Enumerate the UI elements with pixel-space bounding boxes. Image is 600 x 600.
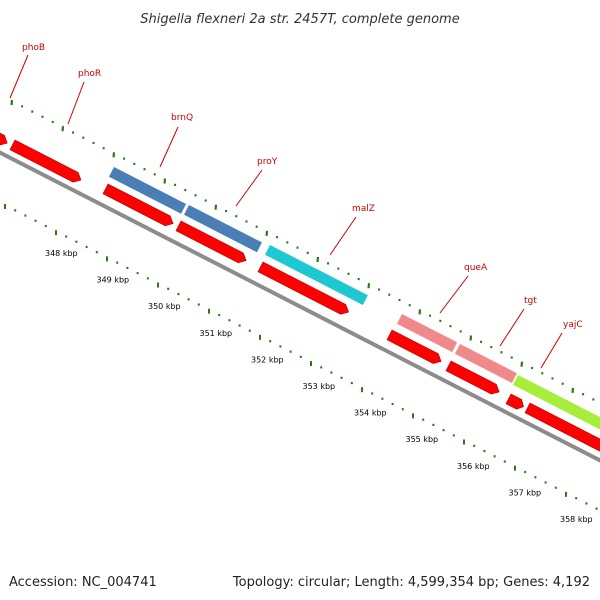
kbp-label: 350 kbp [148,302,181,311]
genome-backbone [0,150,600,463]
gene-label-tgt: tgt [524,296,537,306]
kbp-label: 354 kbp [354,409,387,418]
kbp-label: 351 kbp [200,329,233,338]
feature-proY [183,205,262,253]
kbp-label: 357 kbp [509,488,542,497]
kbp-label: 349 kbp [97,276,130,285]
feature-track [108,167,600,431]
gene-label-leader [159,126,179,168]
kbp-label: 352 kbp [251,355,284,364]
gene-label-queA: queA [464,263,488,273]
genome-summary: Topology: circular; Length: 4,599,354 bp… [232,575,590,590]
gene-label-phoR: phoR [78,69,101,79]
feature-tgt [454,344,517,384]
cds-track [0,128,600,452]
kbp-label: 358 kbp [560,515,593,524]
cds-arrow [257,261,349,315]
kbp-label: 353 kbp [303,382,336,391]
gene-label-leader [540,332,563,369]
cds-arrow [524,402,600,452]
gene-label-leader [67,81,85,125]
cds-arrow [445,360,500,395]
inner-tick-track [4,204,598,510]
cds-arrow [102,183,174,227]
gene-label-proY: proY [257,157,278,167]
gene-label-leader [439,275,469,314]
gene-label-leader [235,169,263,207]
feature-yajC [512,375,600,431]
feature-brnQ [108,167,187,214]
kbp-label: 355 kbp [406,435,439,444]
gene-label-phoB: phoB [22,43,45,53]
feature-queA [396,314,458,353]
accession-label: Accession: NC_004741 [9,575,157,590]
gene-label-leader [499,308,525,347]
gene-label-leader [329,216,357,256]
gene-label-leader [9,54,29,99]
gene-label-yajC: yajC [563,320,583,330]
cds-arrow [0,128,8,146]
gene-label-layer: phoB phoR brnQ proY malZ queA tgt yajC [9,43,583,369]
cds-arrow [505,393,524,410]
kbp-label: 348 kbp [45,249,78,258]
cds-arrow [386,329,442,364]
gene-label-brnQ: brnQ [171,113,193,123]
map-title: Shigella flexneri 2a str. 2457T, complet… [140,12,459,27]
kbp-label: 356 kbp [457,462,490,471]
outer-tick-track [10,99,595,401]
cds-arrow [175,220,247,264]
feature-malZ [264,245,368,306]
gene-label-malZ: malZ [352,204,375,214]
cds-arrow [9,139,82,183]
kbp-label-layer: 348 kbp 349 kbp 350 kbp 351 kbp 352 kbp 353 k… [45,249,593,524]
